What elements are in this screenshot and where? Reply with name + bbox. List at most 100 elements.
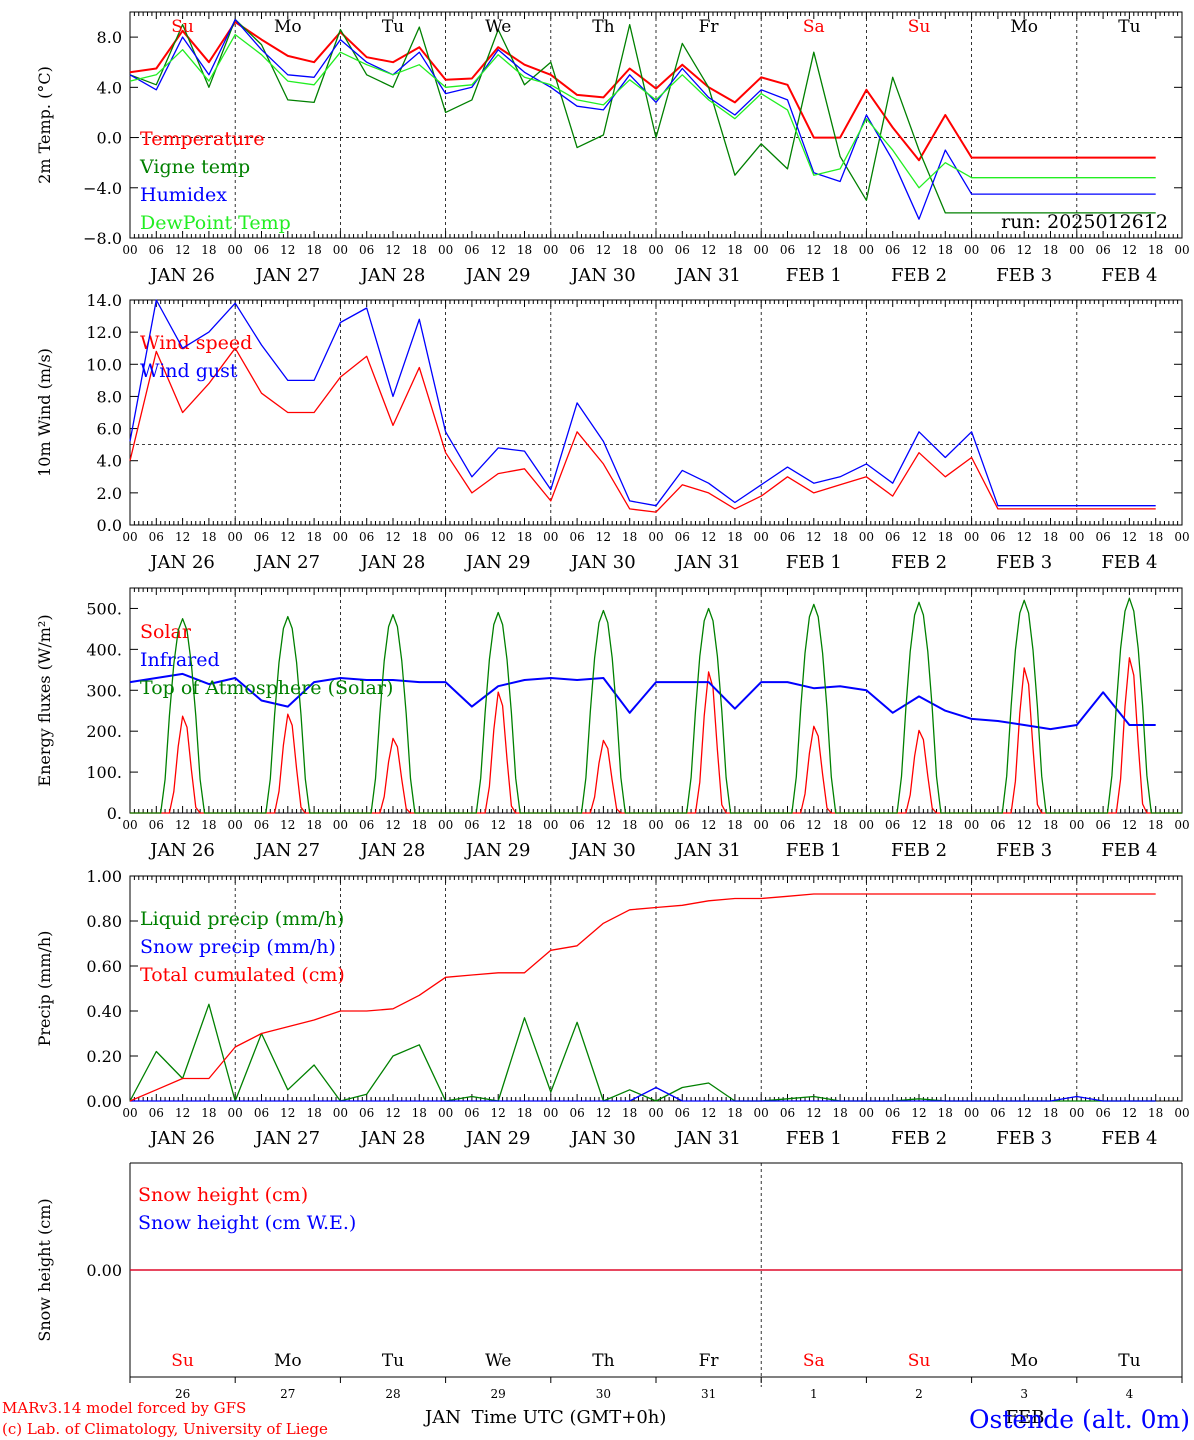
y-tick-label: 0. bbox=[107, 804, 122, 823]
hour-label: 12 bbox=[701, 818, 716, 832]
hour-label: 12 bbox=[701, 1106, 716, 1120]
hour-label: 12 bbox=[385, 243, 400, 257]
hour-label: 06 bbox=[1095, 243, 1110, 257]
hour-label: 00 bbox=[1174, 1106, 1189, 1120]
hour-label: 18 bbox=[306, 1106, 321, 1120]
series-line-snow-precip-mm-h- bbox=[130, 1086, 1156, 1102]
hour-label: 06 bbox=[569, 243, 584, 257]
hour-label: 12 bbox=[385, 1106, 400, 1120]
hour-label: 06 bbox=[569, 530, 584, 544]
hour-label: 06 bbox=[254, 818, 269, 832]
hour-label: 06 bbox=[780, 1106, 795, 1120]
panel-5: 0.00 Snow height (cm) Snow height (cm) Snow… bbox=[35, 1162, 1183, 1428]
y-tick-label: 8.0 bbox=[97, 387, 122, 406]
series-line-dewpoint-temp bbox=[129, 33, 1156, 189]
hour-label: 00 bbox=[859, 1106, 874, 1120]
hour-label: 12 bbox=[280, 818, 295, 832]
hour-label: 12 bbox=[701, 530, 716, 544]
hour-label: 18 bbox=[517, 818, 532, 832]
legend-entry: Wind speed bbox=[140, 332, 252, 354]
hour-label: 18 bbox=[1043, 243, 1058, 257]
y-tick-label: 4.0 bbox=[97, 452, 122, 471]
hour-label: 00 bbox=[1174, 243, 1189, 257]
hour-label: 12 bbox=[1017, 243, 1032, 257]
hour-label: 18 bbox=[622, 243, 637, 257]
hour-label: 06 bbox=[885, 243, 900, 257]
hour-label: 00 bbox=[438, 818, 453, 832]
date-label: FEB 3 bbox=[996, 265, 1052, 286]
panel-4: 00 06 12 18 00 06 12 18 00 06 12 18 00 06 12 18 00 06 12 18… bbox=[35, 867, 1190, 1149]
y-tick-label: 8.0 bbox=[97, 28, 122, 47]
hour-label: 18 bbox=[938, 1106, 953, 1120]
y-tick-label: 0.40 bbox=[86, 1002, 122, 1021]
hour-label: 12 bbox=[175, 243, 190, 257]
hour-label: 00 bbox=[333, 818, 348, 832]
hour-label: 12 bbox=[1017, 530, 1032, 544]
series-line-wind-gust bbox=[129, 299, 1156, 507]
hour-label: 18 bbox=[517, 243, 532, 257]
hour-label: 00 bbox=[333, 530, 348, 544]
hour-label: 00 bbox=[543, 243, 558, 257]
series-line-liquid-precip-mm-h- bbox=[129, 1003, 1156, 1102]
hour-label: 00 bbox=[964, 818, 979, 832]
hour-label: 12 bbox=[280, 530, 295, 544]
hour-label: 12 bbox=[1122, 530, 1137, 544]
date-label: JAN 31 bbox=[674, 1128, 741, 1149]
legend-entry: Top of Atmosphere (Solar) bbox=[140, 677, 393, 699]
hour-label: 18 bbox=[938, 243, 953, 257]
legend-entry: Solar bbox=[140, 621, 192, 643]
hour-label: 00 bbox=[754, 530, 769, 544]
weekday-label: Fr bbox=[699, 1351, 720, 1371]
y-tick-label: 14.0 bbox=[86, 291, 122, 310]
y-tick-label: 0.0 bbox=[97, 516, 122, 535]
hour-label: 12 bbox=[596, 530, 611, 544]
hour-label: 12 bbox=[911, 243, 926, 257]
hour-label: 18 bbox=[201, 243, 216, 257]
hour-label: 12 bbox=[175, 1106, 190, 1120]
series-line-wind-speed bbox=[129, 347, 1156, 513]
panel-2: 00 06 12 18 00 06 12 18 00 06 12 18 00 06 12 18 00 06 12 18… bbox=[35, 291, 1190, 573]
date-label: JAN 30 bbox=[569, 840, 636, 861]
date-label: JAN 26 bbox=[148, 552, 215, 573]
hour-label: 12 bbox=[280, 1106, 295, 1120]
date-label: JAN 28 bbox=[359, 1128, 426, 1149]
weekday-label: Su bbox=[908, 1351, 931, 1371]
hour-label: 18 bbox=[622, 818, 637, 832]
y-tick-label: 4.0 bbox=[97, 78, 122, 97]
hour-label: 12 bbox=[1017, 1106, 1032, 1120]
hour-label: 18 bbox=[1148, 243, 1163, 257]
date-label: FEB 3 bbox=[996, 1128, 1052, 1149]
hour-label: 06 bbox=[359, 243, 374, 257]
hour-label: 00 bbox=[122, 530, 137, 544]
date-label: JAN 27 bbox=[254, 552, 321, 573]
date-label: FEB 4 bbox=[1101, 552, 1157, 573]
hour-label: 00 bbox=[122, 243, 137, 257]
y-tick-label: 0.80 bbox=[86, 912, 122, 931]
legend-entry: Snow height (cm W.E.) bbox=[138, 1212, 356, 1234]
hour-label: 00 bbox=[1069, 530, 1084, 544]
day-number-label: 29 bbox=[491, 1387, 506, 1401]
hour-label: 06 bbox=[780, 530, 795, 544]
weekday-label: Su bbox=[171, 1351, 194, 1371]
hour-label: 12 bbox=[911, 530, 926, 544]
hour-label: 00 bbox=[228, 530, 243, 544]
y-tick-label: 2.0 bbox=[97, 484, 122, 503]
weekday-label: Mo bbox=[274, 17, 302, 37]
date-label: FEB 3 bbox=[996, 552, 1052, 573]
y-tick-label: 500. bbox=[86, 599, 122, 618]
legend-entry: Vigne temp bbox=[139, 156, 250, 178]
legend-entry: Total cumulated (cm) bbox=[140, 964, 345, 986]
y-tick-label: 10.0 bbox=[86, 355, 122, 374]
hour-label: 00 bbox=[754, 243, 769, 257]
y-tick-label: 1.00 bbox=[86, 867, 122, 886]
hour-label: 00 bbox=[648, 243, 663, 257]
day-number-label: 3 bbox=[1020, 1387, 1028, 1401]
weekday-label: Su bbox=[908, 17, 931, 37]
hour-label: 06 bbox=[885, 530, 900, 544]
weekday-label: We bbox=[485, 1351, 511, 1371]
hour-label: 06 bbox=[990, 243, 1005, 257]
date-label: JAN 31 bbox=[674, 552, 741, 573]
hour-label: 18 bbox=[201, 1106, 216, 1120]
hour-label: 06 bbox=[675, 243, 690, 257]
legend-entry: Snow height (cm) bbox=[138, 1184, 308, 1206]
